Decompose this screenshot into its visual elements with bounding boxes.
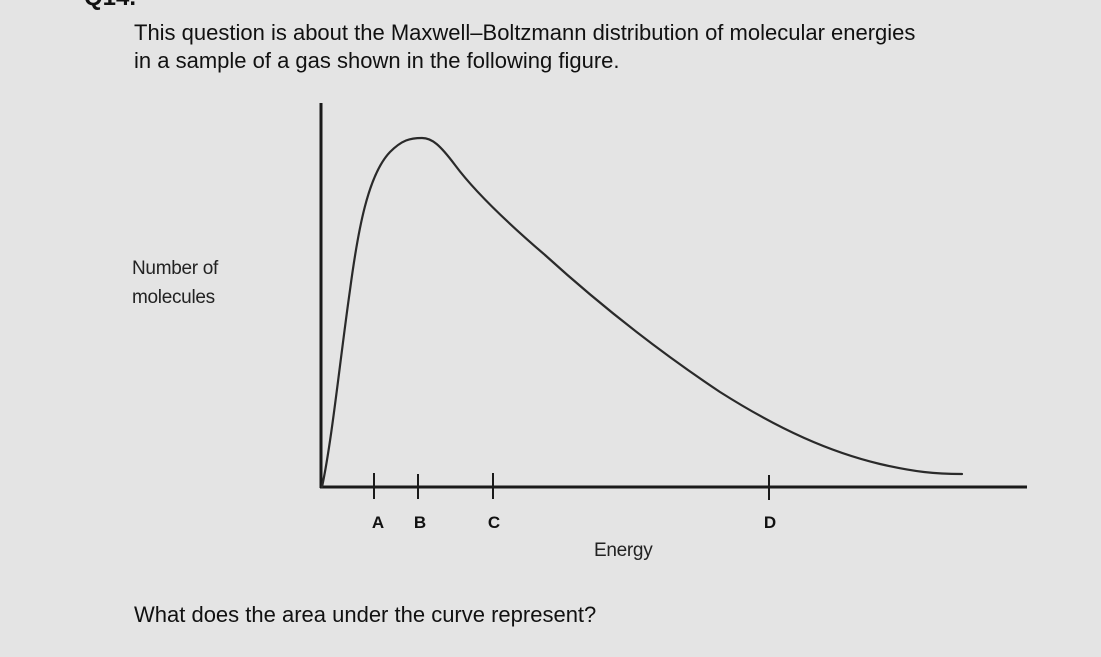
- question-intro: This question is about the Maxwell–Boltz…: [134, 19, 1074, 75]
- intro-line-1: This question is about the Maxwell–Boltz…: [134, 20, 916, 45]
- distribution-curve: [320, 136, 964, 489]
- tick-label-d: D: [763, 513, 777, 532]
- tick-label-b: B: [413, 513, 427, 532]
- tick-label-a: A: [371, 513, 385, 532]
- y-axis-label-line-2: molecules: [132, 287, 215, 308]
- y-axis-label-line-1: Number of: [132, 258, 219, 279]
- intro-line-2: in a sample of a gas shown in the follow…: [134, 48, 620, 73]
- question-prompt: What does the area under the curve repre…: [134, 602, 597, 627]
- tick-label-c: C: [487, 513, 501, 532]
- question-number: Q14.: [84, 0, 136, 10]
- y-axis-label: Number of molecules: [132, 254, 218, 312]
- x-axis-label: Energy: [594, 540, 653, 561]
